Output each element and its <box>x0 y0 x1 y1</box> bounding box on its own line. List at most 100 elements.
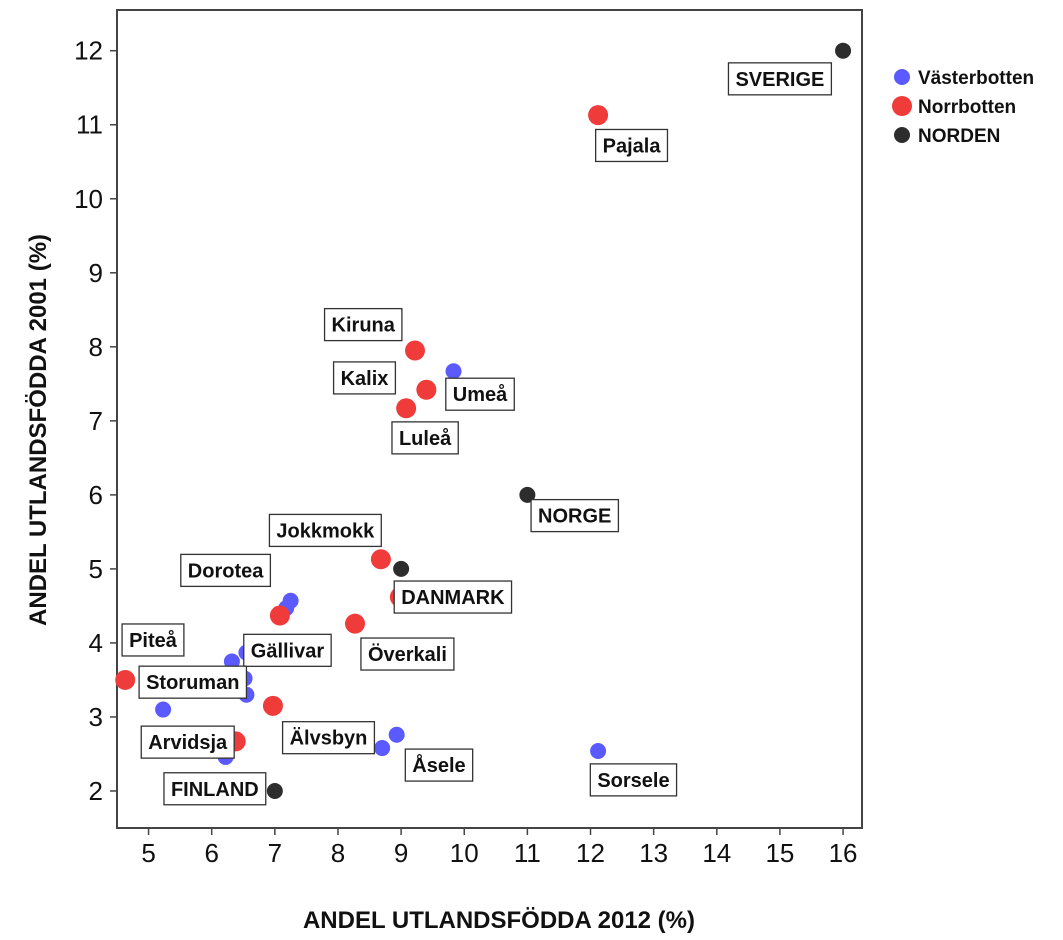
data-point-norrbotten <box>115 669 136 690</box>
data-point-v-sterbotten <box>388 726 405 743</box>
data-point-norrbotten <box>405 340 425 361</box>
point-label-box <box>121 623 185 657</box>
x-tick-label: 6 <box>204 838 218 868</box>
legend-label: Västerbotten <box>918 68 1034 89</box>
y-tick-label: 4 <box>89 628 103 658</box>
point-label: Dorotea <box>180 553 272 588</box>
y-tick-label: 11 <box>76 110 103 140</box>
legend-marker <box>894 69 910 85</box>
point-label-text: Åsele <box>412 753 465 777</box>
point-label-box <box>530 498 620 533</box>
point-label-box <box>281 721 376 755</box>
point-label: Kiruna <box>323 307 403 342</box>
point-label: Älvsbyn <box>281 721 376 755</box>
data-point-v-sterbotten <box>223 653 240 670</box>
point-label-text: DANMARK <box>401 587 505 609</box>
point-label-text: Umeå <box>453 383 508 406</box>
point-label-text: Dorotea <box>188 560 264 582</box>
point-label: Luleå <box>391 421 459 455</box>
y-tick-label: 7 <box>89 406 103 436</box>
data-point-norden <box>835 42 852 59</box>
point-label-text: Älvsbyn <box>290 727 368 750</box>
legend-marker <box>894 127 910 143</box>
point-label: Gällivar <box>243 633 332 667</box>
legend-label: Norrbotten <box>918 97 1016 118</box>
point-label: Åsele <box>404 748 474 782</box>
point-label-text: Kiruna <box>332 315 396 337</box>
data-point-norden <box>393 560 410 577</box>
y-axis-title: ANDEL UTLANDSFÖDDA 2001 (%) <box>25 234 52 626</box>
point-label-text: Luleå <box>399 427 452 450</box>
point-label-text: FINLAND <box>171 779 259 801</box>
y-tick-label: 5 <box>89 554 103 584</box>
point-label-box <box>589 763 678 797</box>
x-tick-label: 13 <box>639 838 668 868</box>
point-label-text: Piteå <box>129 629 178 652</box>
point-label: NORGE <box>530 498 620 533</box>
data-point-norden <box>519 486 536 503</box>
x-tick-label: 9 <box>394 838 408 868</box>
point-label: FINLAND <box>163 772 267 806</box>
x-tick-label: 15 <box>765 838 794 868</box>
point-label-text: Överkali <box>368 643 447 666</box>
point-label-box <box>140 725 235 759</box>
data-point-v-sterbotten <box>374 740 391 757</box>
data-point-norrbotten <box>396 398 417 419</box>
point-label-box <box>360 637 455 671</box>
point-label-box <box>391 421 459 455</box>
x-tick-label: 5 <box>141 838 155 868</box>
y-tick-label: 8 <box>89 332 103 362</box>
point-label-box <box>163 772 267 806</box>
x-tick-label: 11 <box>514 838 541 868</box>
data-point-norrbotten <box>269 605 290 626</box>
y-tick-label: 3 <box>89 702 103 732</box>
data-point-v-sterbotten <box>590 743 607 760</box>
y-tick-label: 10 <box>74 184 103 214</box>
point-label: Sorsele <box>589 763 678 797</box>
point-label-text: Sorsele <box>597 770 669 792</box>
x-tick-label: 14 <box>702 838 731 868</box>
point-label: Pajala <box>594 128 669 163</box>
point-label-box <box>727 62 833 96</box>
data-point-norden <box>266 782 283 799</box>
point-label-box <box>594 128 669 163</box>
point-label-text: Jokkmokk <box>276 520 375 542</box>
point-label-box <box>243 633 332 667</box>
point-label: Piteå <box>121 623 185 657</box>
y-tick-label: 2 <box>89 776 103 806</box>
data-point-norrbotten <box>588 105 609 126</box>
y-axis: 2 3 4 5 6 7 8 9 10 11 12 <box>74 36 117 806</box>
data-point-v-sterbotten <box>155 701 172 718</box>
point-label: DANMARK <box>393 580 513 614</box>
y-tick-label: 12 <box>74 36 103 66</box>
legend-marker <box>892 96 912 116</box>
point-label: Storuman <box>138 665 248 699</box>
x-tick-label: 10 <box>450 838 479 868</box>
y-tick-label: 9 <box>89 258 103 288</box>
data-point-norrbotten <box>262 695 283 716</box>
x-tick-label: 8 <box>331 838 345 868</box>
point-label-box <box>323 307 403 342</box>
point-label-text: NORGE <box>538 506 611 528</box>
x-axis-title: ANDEL UTLANDSFÖDDA 2012 (%) <box>303 907 695 934</box>
point-label-box <box>268 513 382 548</box>
data-point-norrbotten <box>370 549 391 570</box>
point-label-box <box>445 377 515 411</box>
legend-label: NORDEN <box>918 126 1000 147</box>
point-label-text: SVERIGE <box>735 69 824 91</box>
plot-frame <box>116 9 863 829</box>
point-label-text: Arvidsja <box>148 732 228 754</box>
point-label-text: Gällivar <box>251 640 325 662</box>
point-label: Arvidsja <box>140 725 235 759</box>
point-label: Jokkmokk <box>268 513 382 548</box>
y-tick-label: 6 <box>89 480 103 510</box>
x-tick-label: 7 <box>268 838 282 868</box>
point-label-box <box>180 553 272 588</box>
point-label: SVERIGE <box>727 62 833 96</box>
legend: Västerbotten Norrbotten NORDEN <box>892 68 1034 147</box>
point-label-text: Pajala <box>603 135 662 157</box>
point-label-box <box>138 665 248 699</box>
point-label: Umeå <box>445 377 515 411</box>
